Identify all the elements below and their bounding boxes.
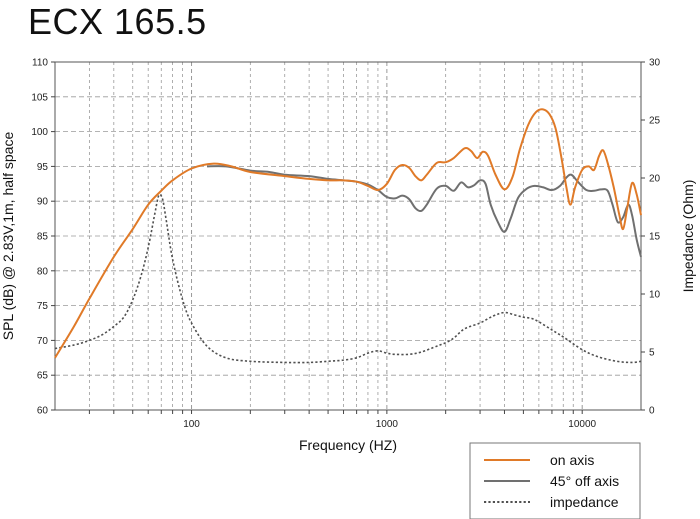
y-tick-label: 100 bbox=[31, 127, 48, 138]
series-line-on-axis bbox=[54, 108, 642, 359]
legend-entries: on axis 45° off axis impedance bbox=[484, 452, 619, 510]
y-tick-label: 85 bbox=[37, 232, 49, 243]
series-line-off-axis bbox=[206, 165, 642, 258]
y2-tick-label: 20 bbox=[649, 174, 661, 185]
y-tick-label: 90 bbox=[37, 197, 49, 208]
y2-tick-label: 5 bbox=[649, 348, 655, 359]
x-axis-label: Frequency (HZ) bbox=[299, 437, 397, 453]
y2-tick-label: 10 bbox=[649, 290, 661, 301]
y2-tick-label: 25 bbox=[649, 116, 661, 127]
y-axis-label: SPL (dB) @ 2.83V,1m, half space bbox=[0, 132, 16, 341]
x-tick-label: 100 bbox=[183, 419, 200, 430]
y2-tick-label: 0 bbox=[649, 406, 655, 417]
y-tick-label: 80 bbox=[37, 266, 49, 277]
chart-grid bbox=[55, 62, 641, 410]
y-tick-label: 105 bbox=[31, 92, 48, 103]
legend-label-off-axis: 45° off axis bbox=[550, 473, 619, 489]
axis-ticks: 60 65 70 75 80 85 90 95 100 105 110 0 5 10 15 20 25 30 100… bbox=[31, 58, 660, 431]
y-tick-label: 110 bbox=[32, 58, 48, 69]
y-tick-label: 60 bbox=[37, 406, 49, 417]
legend-label-on-axis: on axis bbox=[550, 452, 594, 468]
series-line-impedance bbox=[54, 193, 642, 364]
page-title: ECX 165.5 bbox=[28, 1, 207, 42]
y2-tick-label: 30 bbox=[649, 58, 661, 69]
y-tick-label: 70 bbox=[37, 336, 49, 347]
y2-axis-label: Impedance (Ohm) bbox=[680, 180, 696, 293]
legend-label-impedance: impedance bbox=[550, 494, 619, 510]
y-tick-label: 75 bbox=[37, 301, 49, 312]
x-tick-label: 10000 bbox=[568, 419, 596, 430]
legend: on axis 45° off axis impedance bbox=[469, 442, 641, 519]
y-tick-label: 65 bbox=[37, 371, 49, 382]
y2-tick-label: 15 bbox=[649, 232, 661, 243]
x-tick-label: 1000 bbox=[376, 419, 399, 430]
series-lines bbox=[54, 108, 642, 364]
y-tick-label: 95 bbox=[37, 162, 49, 173]
